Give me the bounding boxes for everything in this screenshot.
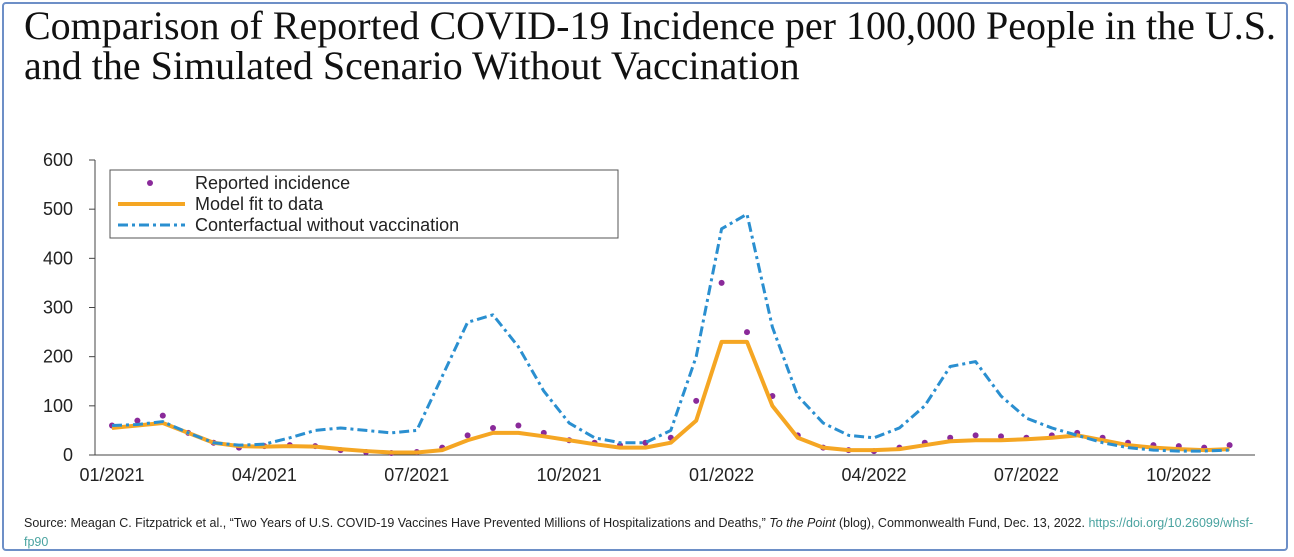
y-tick-label: 200 bbox=[43, 347, 73, 367]
x-tick-label: 01/2021 bbox=[79, 465, 144, 485]
legend-label: Model fit to data bbox=[195, 194, 324, 214]
y-tick-label: 500 bbox=[43, 199, 73, 219]
data-point bbox=[718, 279, 725, 286]
source-text: (blog), Commonwealth Fund, Dec. 13, 2022… bbox=[839, 516, 1085, 530]
source-link[interactable]: https://doi.org/10.26099/whsf-fp90 bbox=[24, 516, 1254, 549]
source-text: Source: Meagan C. Fitzpatrick et al., “T… bbox=[24, 516, 766, 530]
data-point bbox=[998, 433, 1004, 440]
x-tick-label: 04/2022 bbox=[841, 465, 906, 485]
y-tick-label: 400 bbox=[43, 248, 73, 268]
data-point bbox=[134, 417, 141, 424]
x-tick-label: 01/2022 bbox=[689, 465, 754, 485]
data-point bbox=[972, 432, 979, 439]
source-note: Source: Meagan C. Fitzpatrick et al., “T… bbox=[24, 514, 1274, 552]
legend-marker bbox=[147, 180, 153, 186]
chart-title: Comparison of Reported COVID-19 Incidenc… bbox=[24, 3, 1276, 88]
series-line bbox=[111, 212, 1230, 453]
data-point bbox=[744, 329, 750, 336]
x-tick-label: 04/2021 bbox=[232, 465, 297, 485]
data-point bbox=[464, 432, 471, 439]
x-tick-label: 10/2021 bbox=[537, 465, 602, 485]
y-tick-label: 100 bbox=[43, 396, 73, 416]
frame bbox=[2, 2, 1288, 551]
legend-label: Conterfactual without vaccination bbox=[195, 215, 459, 235]
source-italic: To the Point bbox=[769, 516, 836, 530]
chart: 0 100 200 300 400 500 600 01/2021 04/2021 07/2021… bbox=[43, 150, 1255, 485]
y-tick-label: 600 bbox=[43, 150, 73, 170]
x-tick-label: 07/2022 bbox=[994, 465, 1059, 485]
legend-label: Reported incidence bbox=[195, 173, 350, 193]
data-point bbox=[693, 397, 700, 404]
series-line bbox=[111, 339, 1230, 455]
y-tick-label: 300 bbox=[43, 298, 73, 318]
data-point bbox=[1226, 442, 1233, 449]
data-point bbox=[515, 422, 522, 429]
legend-box bbox=[109, 169, 619, 239]
y-tick-label: 0 bbox=[63, 445, 73, 465]
x-tick-label: 10/2022 bbox=[1146, 465, 1211, 485]
data-point bbox=[490, 424, 496, 431]
data-point bbox=[159, 412, 166, 419]
x-tick-label: 07/2021 bbox=[384, 465, 449, 485]
